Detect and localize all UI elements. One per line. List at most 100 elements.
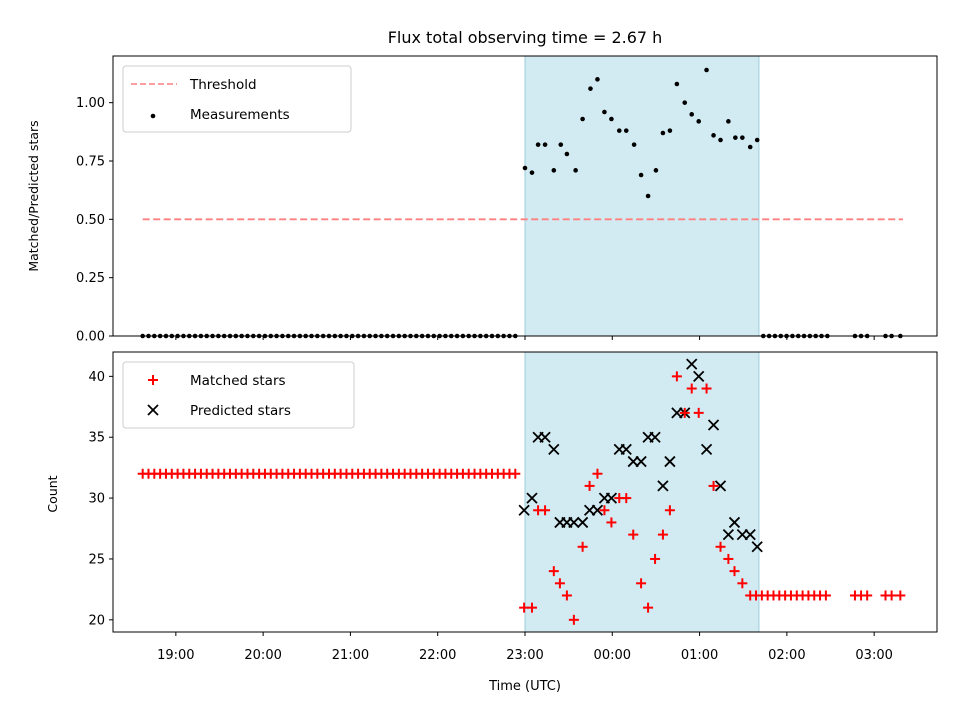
matched-star-point	[650, 553, 661, 564]
predicted-star-point	[722, 528, 735, 541]
measurement-point	[696, 119, 702, 124]
matched-legend-swatch	[148, 375, 158, 385]
matched-star-point	[599, 505, 610, 516]
predicted-star-point	[693, 370, 705, 382]
measurement-point	[542, 142, 548, 147]
matched-star-point	[701, 383, 712, 394]
top-y-tick-label: 0.00	[76, 330, 105, 345]
top-shaded-region	[524, 55, 760, 337]
measurement-point	[689, 112, 695, 117]
measurements-legend-swatch	[150, 113, 156, 119]
matched-star-point	[693, 407, 704, 418]
predicted-legend-swatch	[147, 404, 159, 416]
measurement-point	[638, 172, 644, 178]
bottom-legend: Matched stars Predicted stars	[122, 361, 355, 429]
matched-star-point	[592, 468, 603, 479]
matched-star-point	[723, 553, 734, 564]
predicted-star-point	[620, 443, 632, 456]
measurement-point	[754, 137, 760, 143]
measurement-point	[564, 151, 570, 157]
predicted-star-point	[568, 516, 580, 529]
predicted-star-point	[576, 516, 589, 529]
predicted-star-point	[657, 480, 669, 492]
top-legend: Threshold Measurements	[122, 65, 352, 133]
measurement-point	[631, 142, 637, 147]
matched-star-point	[540, 505, 551, 516]
x-tick-label: 22:00	[419, 648, 456, 663]
x-tick-label: 21:00	[332, 648, 369, 663]
matched-star-point	[862, 590, 873, 601]
bottom-y-tick-label: 25	[88, 552, 105, 567]
matched-star-point	[561, 590, 572, 601]
predicted-star-point	[649, 431, 661, 443]
measurement-point	[623, 128, 629, 133]
x-tick-label: 01:00	[681, 648, 718, 663]
bottom-y-axis-label: Count	[45, 475, 60, 512]
top-y-axis-label: Matched/Predicted stars	[26, 120, 41, 271]
top-y-tick-label: 1.00	[76, 96, 105, 111]
top-y-tick-label: 0.50	[76, 213, 105, 228]
x-axis-label: Time (UTC)	[488, 679, 561, 694]
measurement-point	[740, 135, 745, 140]
matched-star-point	[686, 383, 697, 394]
matched-star-point	[671, 371, 682, 382]
predicted-star-point	[686, 358, 698, 370]
bottom-panel: 20 25 30 35 40 19:00 20:00 21:00 22:00 23:00 00:0…	[45, 351, 938, 694]
legend-predicted-stars: Predicted stars	[190, 403, 291, 419]
matched-star-point	[708, 480, 719, 491]
matched-star-point	[657, 529, 668, 540]
matched-star-point	[729, 566, 740, 577]
matched-star-point	[895, 590, 906, 601]
predicted-star-point	[539, 431, 551, 443]
measurement-point	[580, 116, 585, 122]
predicted-star-point	[751, 541, 763, 553]
matched-star-point	[548, 566, 559, 577]
matched-star-point	[628, 529, 639, 540]
measurement-point	[573, 168, 578, 173]
measurement-point	[718, 137, 723, 143]
bottom-legend-box	[122, 361, 355, 429]
x-tick-label: 03:00	[855, 648, 892, 663]
measurement-point	[660, 130, 666, 136]
predicted-star-point	[518, 504, 530, 516]
predicted-star-point	[728, 516, 741, 529]
matched-star-point	[636, 578, 647, 589]
bottom-y-tick-label: 35	[88, 431, 105, 446]
predicted-star-point	[548, 443, 560, 456]
top-y-tick-label: 0.25	[76, 271, 105, 286]
measurement-point	[674, 81, 680, 87]
top-y-tick-label: 0.75	[76, 155, 105, 170]
matched-star-point	[886, 590, 897, 601]
measurement-point	[645, 193, 651, 199]
measurement-point	[747, 144, 753, 150]
x-tick-label: 02:00	[768, 648, 805, 663]
x-tick-label: 19:00	[157, 648, 194, 663]
measurement-point	[522, 165, 528, 171]
matched-star-point	[643, 602, 654, 613]
chart-title: Flux total observing time = 2.67 h	[388, 28, 663, 47]
bottom-y-tick-label: 30	[88, 492, 105, 507]
measurement-point	[602, 109, 607, 115]
measurement-point	[653, 168, 659, 173]
top-panel: 0.00 0.25 0.50 0.75 1.00 Flux total observin…	[26, 28, 938, 345]
predicted-star-point	[700, 443, 713, 456]
legend-measurements: Measurements	[190, 107, 290, 123]
measurement-point	[704, 67, 709, 73]
measurement-point	[551, 168, 557, 173]
predicted-star-point	[707, 419, 720, 431]
measurement-point	[733, 135, 738, 140]
matched-star-point	[510, 468, 521, 479]
predicted-star-point	[526, 492, 538, 504]
matched-star-point	[568, 614, 579, 625]
predicted-star-point	[635, 455, 647, 468]
matched-star-point	[621, 493, 632, 504]
measurement-point	[558, 142, 564, 147]
measurement-point	[711, 133, 716, 138]
predicted-star-point	[714, 480, 727, 492]
measurement-point	[535, 142, 541, 147]
bottom-y-tick-label: 20	[88, 613, 105, 628]
predicted-star-point	[605, 492, 618, 504]
x-tick-label: 23:00	[506, 648, 543, 663]
measurement-point	[595, 77, 600, 82]
